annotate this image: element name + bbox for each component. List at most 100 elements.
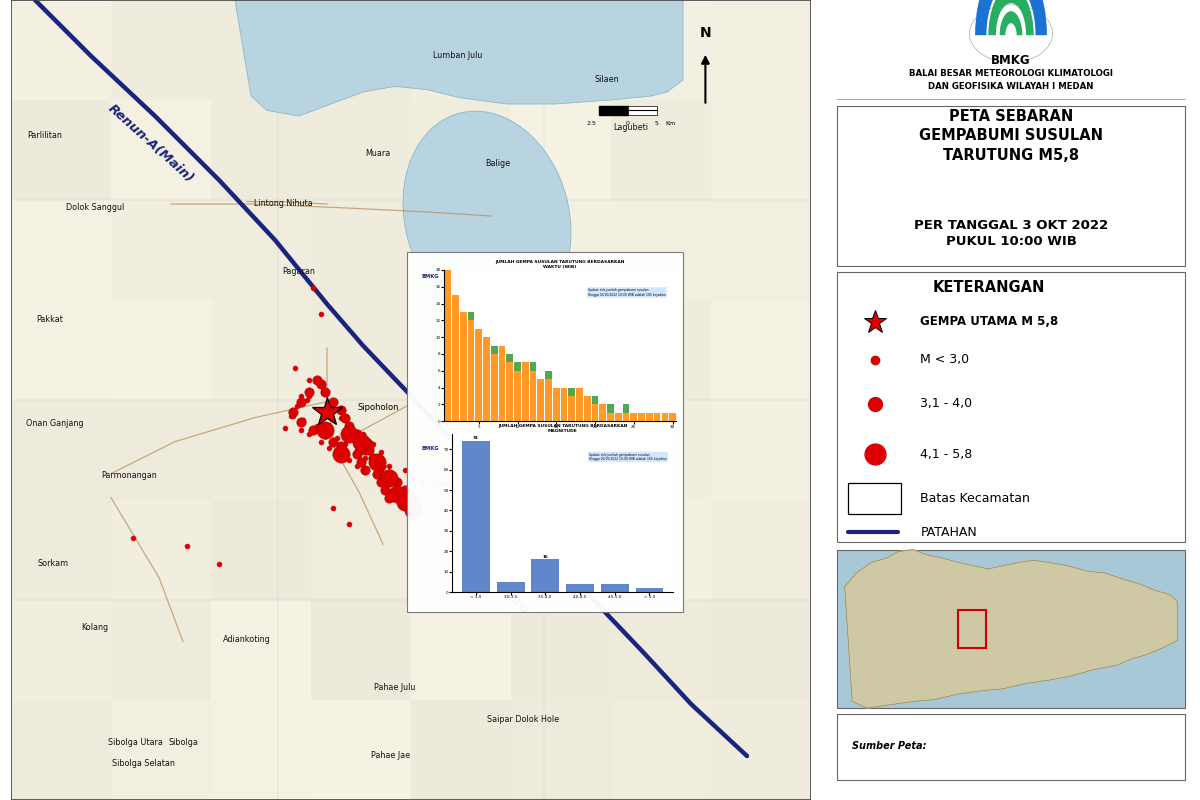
Text: Sipoholon: Sipoholon	[358, 403, 398, 413]
Text: Sibolga Selatan: Sibolga Selatan	[112, 759, 174, 769]
Text: Tarutung: Tarutung	[418, 479, 452, 489]
Bar	[515, 362, 521, 370]
Bar	[491, 354, 498, 421]
Text: 3,1 - 4,0: 3,1 - 4,0	[920, 398, 972, 410]
Bar	[710, 400, 811, 500]
Bar	[311, 400, 412, 500]
Bar	[484, 337, 490, 421]
Bar	[511, 0, 611, 100]
Text: GEMPA UTAMA M 5,8: GEMPA UTAMA M 5,8	[920, 315, 1058, 328]
Text: Silaen: Silaen	[595, 75, 619, 85]
Bar	[515, 370, 521, 421]
Bar	[511, 100, 611, 200]
Bar	[630, 413, 637, 421]
Bar	[112, 500, 211, 600]
Bar	[11, 300, 112, 400]
Bar	[511, 700, 611, 800]
Text: Kolang: Kolang	[82, 623, 108, 633]
Bar	[545, 379, 552, 421]
Ellipse shape	[403, 111, 571, 324]
Bar	[311, 0, 412, 100]
Bar	[646, 413, 653, 421]
Bar	[11, 700, 112, 800]
Bar	[412, 0, 511, 100]
Text: Saipar Dolok Hole: Saipar Dolok Hole	[487, 715, 559, 725]
Bar	[412, 600, 511, 700]
Text: BMKG: BMKG	[421, 274, 439, 278]
Polygon shape	[845, 550, 1177, 708]
Bar	[654, 413, 660, 421]
Bar	[112, 700, 211, 800]
Text: Update info jumlah gempabumi susulan
Hingga 03/10/2022 10:00 WIB adalah 105 keja: Update info jumlah gempabumi susulan Hin…	[588, 288, 666, 297]
Bar	[611, 600, 710, 700]
Bar	[623, 404, 629, 413]
Bar	[506, 354, 514, 362]
Text: Update info jumlah gempabumi susulan
Hingga 03/10/2022 10:00 WIB adalah 105 keja: Update info jumlah gempabumi susulan Hin…	[589, 453, 667, 462]
Text: Pakkat: Pakkat	[36, 315, 62, 325]
Bar	[560, 387, 568, 421]
Text: 4,1 - 5,8: 4,1 - 5,8	[920, 448, 972, 461]
Bar	[553, 387, 559, 421]
Bar	[545, 370, 552, 379]
Bar	[566, 584, 594, 592]
Bar	[838, 106, 1184, 266]
Bar	[661, 413, 668, 421]
Text: BALAI BESAR METEOROLOGI KLIMATOLOGI
DAN GEOFISIKA WILAYAH I MEDAN: BALAI BESAR METEOROLOGI KLIMATOLOGI DAN …	[910, 70, 1114, 90]
Bar	[511, 600, 611, 700]
Bar	[499, 346, 505, 421]
Bar	[710, 600, 811, 700]
Bar	[211, 600, 311, 700]
Text: Pagaran: Pagaran	[282, 267, 316, 277]
Bar	[112, 600, 211, 700]
Text: N: N	[700, 26, 712, 40]
Text: Lagubeti: Lagubeti	[613, 123, 648, 133]
Bar	[311, 300, 412, 400]
Wedge shape	[989, 0, 1033, 35]
Text: Sibolga Utara: Sibolga Utara	[108, 738, 162, 747]
Text: PER TANGGAL 3 OKT 2022
PUKUL 10:00 WIB: PER TANGGAL 3 OKT 2022 PUKUL 10:00 WIB	[914, 219, 1108, 248]
Text: 2.5: 2.5	[586, 121, 596, 126]
Text: Sorkam: Sorkam	[37, 559, 68, 569]
Bar	[569, 396, 575, 421]
Bar	[838, 272, 1184, 542]
Bar	[511, 400, 611, 500]
Bar	[412, 400, 511, 500]
Bar	[11, 500, 112, 600]
Bar	[211, 400, 311, 500]
Bar	[611, 300, 710, 400]
Text: Balige: Balige	[485, 159, 510, 169]
Bar	[532, 559, 559, 592]
Bar	[529, 362, 536, 370]
Text: Pahae Julu: Pahae Julu	[374, 683, 415, 693]
Bar	[511, 200, 611, 300]
Bar	[452, 295, 458, 421]
Text: Sibolga: Sibolga	[168, 738, 198, 747]
Bar	[638, 413, 644, 421]
Text: Parlilitan: Parlilitan	[28, 131, 62, 141]
Text: Pangaribuan: Pangaribuan	[586, 555, 636, 565]
Bar	[412, 500, 511, 600]
Bar	[611, 500, 710, 600]
Text: 0: 0	[626, 121, 630, 126]
Bar	[412, 200, 511, 300]
Text: Siborong Boron: Siborong Boron	[443, 285, 504, 294]
Bar	[522, 362, 528, 421]
Bar	[529, 370, 536, 421]
Bar	[311, 200, 412, 300]
Bar	[614, 413, 622, 421]
Bar	[636, 588, 664, 592]
Bar	[710, 700, 811, 800]
Bar	[569, 388, 575, 396]
Text: 5: 5	[655, 121, 659, 126]
Text: BMKG: BMKG	[421, 446, 439, 451]
Bar	[710, 500, 811, 600]
Text: 74: 74	[473, 436, 479, 440]
Bar	[475, 329, 482, 421]
Bar	[462, 441, 490, 592]
Bar	[611, 400, 710, 500]
Bar	[311, 600, 412, 700]
Text: Lintong Nihuta: Lintong Nihuta	[253, 199, 312, 209]
Bar	[576, 387, 583, 421]
Wedge shape	[976, 0, 1046, 35]
Bar	[838, 714, 1184, 780]
